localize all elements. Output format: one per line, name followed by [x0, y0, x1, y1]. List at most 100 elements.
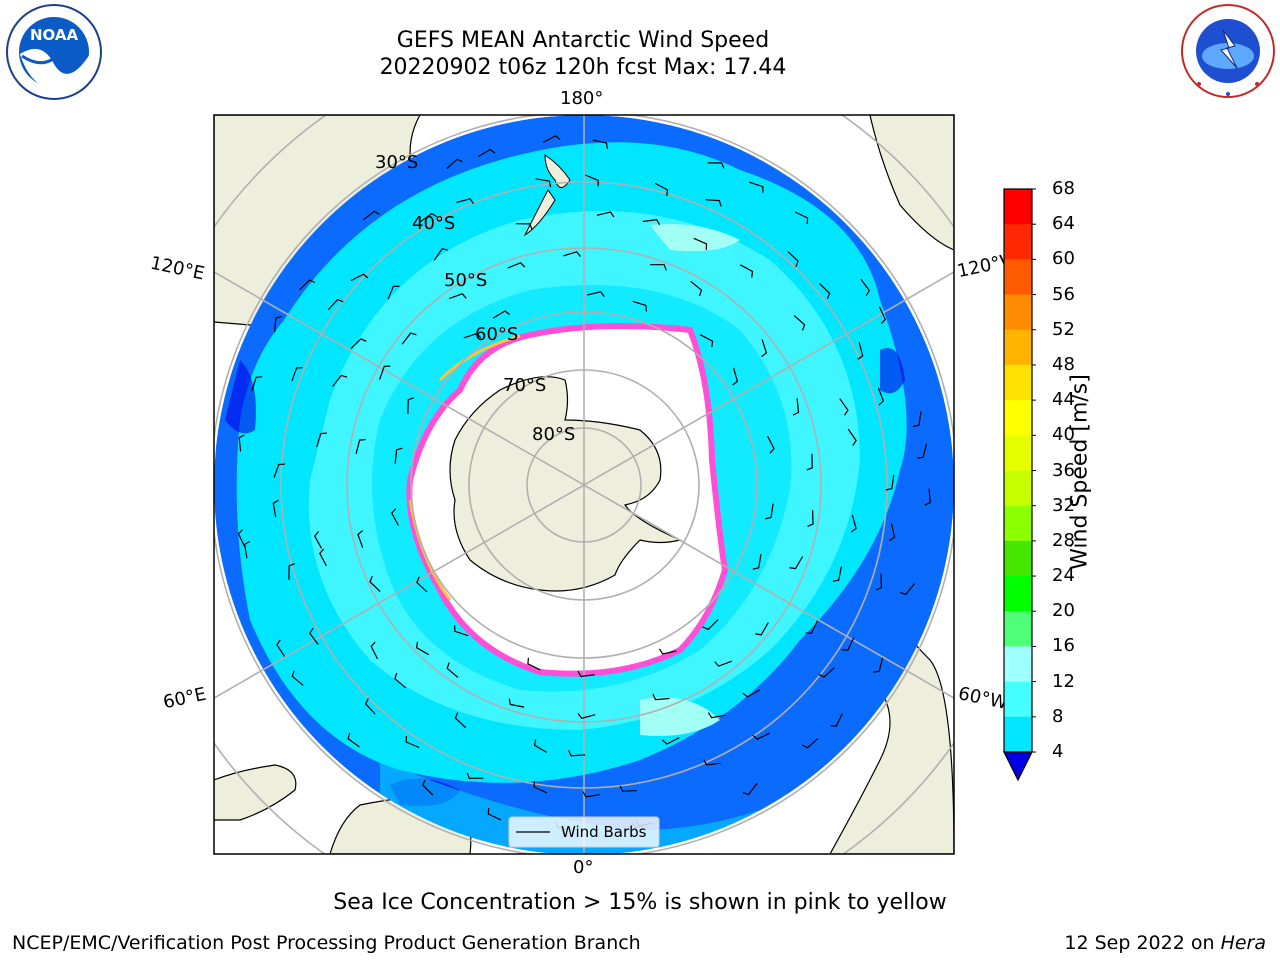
nws-logo: [1181, 4, 1275, 98]
footer-right: 12 Sep 2022 on Hera: [1064, 932, 1266, 954]
wind-barb: [533, 780, 548, 794]
lat-label-70s: 70°S: [503, 375, 547, 396]
lat-label-60s: 60°S: [475, 324, 519, 345]
wind-barb: [299, 279, 316, 291]
wind-barb: [387, 285, 400, 300]
lon-label-120e: 120°E: [148, 252, 207, 285]
colorbar-tick-label: 20: [1052, 600, 1075, 622]
chart-title: GEFS MEAN Antarctic Wind Speed: [396, 28, 770, 53]
wind-barb: [238, 434, 245, 452]
wind-barb: [662, 737, 680, 745]
wind-barb: [658, 648, 677, 655]
wind-barb: [857, 342, 864, 360]
wind-barb: [327, 298, 344, 311]
colorbar-tick-label: 12: [1052, 670, 1075, 692]
colorbar-band: [1004, 435, 1032, 471]
wind-barb: [839, 398, 849, 416]
wind-barb: [587, 291, 605, 298]
wind-barb: [515, 223, 533, 230]
wind-barb: [357, 530, 364, 548]
colorbar-band: [1004, 716, 1032, 753]
footer-machine: Hera: [1220, 932, 1266, 954]
lat-label-30s: 30°S: [375, 152, 419, 173]
wind-barb: [433, 248, 449, 261]
wind-barb: [875, 573, 883, 591]
wind-barb: [492, 310, 511, 319]
colorbar-band: [1004, 294, 1032, 331]
map-frame: [213, 114, 955, 855]
wind-barb: [739, 264, 754, 278]
wind-barb: [291, 670, 304, 686]
wind-barb: [446, 158, 463, 169]
graticule: [214, 115, 954, 854]
wind-barb: [391, 508, 399, 526]
wind-barb: [765, 503, 774, 520]
wind-barb: [705, 199, 722, 207]
wind-barb: [793, 315, 806, 331]
colorbar-tick-label: 48: [1052, 353, 1075, 375]
colorbar-tick-label: 68: [1052, 178, 1075, 199]
colorbar: [1003, 188, 1036, 782]
wind-barb: [873, 657, 884, 673]
wind-barb: [543, 135, 561, 143]
wind-barb: [789, 556, 804, 570]
colorbar-tick-label: 4: [1052, 741, 1064, 762]
wind-barb: [415, 641, 430, 656]
wind-barb: [448, 293, 467, 300]
footer-date: 12 Sep 2022 on: [1064, 932, 1221, 954]
wind-barb: [288, 563, 295, 580]
wind-barb: [535, 178, 552, 188]
colorbar-band: [1004, 646, 1032, 683]
wind-barb: [652, 693, 670, 701]
colorbar-tick-label: 8: [1052, 705, 1064, 727]
wind-barb: [487, 807, 502, 821]
wind-barb: [394, 672, 406, 689]
colorbar-tick-label: 40: [1052, 424, 1075, 446]
wind-barb: [742, 689, 760, 698]
wind-barb: [355, 438, 366, 454]
wind-barb: [596, 211, 615, 218]
colorbar-band: [1004, 189, 1032, 225]
wind-barb: [276, 639, 286, 657]
wind-barb: [830, 713, 843, 727]
wind-barb: [650, 264, 667, 271]
wind-barb: [291, 367, 303, 382]
wind-barb: [466, 772, 484, 780]
wind-barb: [832, 566, 842, 582]
lon-label-0: 0°: [573, 857, 594, 878]
colorbar-tick-label: 36: [1052, 459, 1075, 481]
wind-barb: [703, 759, 721, 766]
wind-barb: [350, 273, 369, 282]
colorbar-band: [1004, 611, 1032, 647]
colorbar-extend-triangle: [1003, 751, 1033, 782]
wind-barb: [563, 251, 581, 257]
colorbar-tick-label: 64: [1052, 213, 1075, 235]
wind-barb: [642, 218, 661, 226]
chart-subtitle: 20220902 t06z 120h fcst Max: 17.44: [379, 55, 787, 80]
wind-barb: [463, 332, 482, 339]
wind-barb: [577, 670, 595, 678]
wind-barb: [767, 435, 775, 454]
wind-barb: [860, 278, 871, 296]
wind-barb: [369, 575, 381, 592]
wind-barb: [702, 619, 719, 631]
noaa-logo: NOAA: [6, 4, 102, 100]
wind-barb: [690, 280, 703, 297]
wind-barb: [878, 306, 887, 325]
wind-barb: [332, 374, 348, 387]
wind-barb: [350, 338, 367, 350]
wind-barb: [850, 514, 857, 533]
wind-barb: [237, 529, 246, 547]
colorbar-tick-label: 24: [1052, 565, 1075, 587]
colorbar-label: Wind Speed [m/s]: [1067, 374, 1093, 570]
wind-barb: [732, 367, 739, 386]
sea-ice-note: Sea Ice Concentration > 15% is shown in …: [333, 890, 947, 915]
wind-barb: [752, 554, 762, 570]
wind-barb: [364, 698, 376, 715]
wind-barb: [362, 210, 380, 221]
colorbar-band: [1004, 259, 1032, 296]
wind-barb: [742, 783, 758, 796]
colorbar-band: [1004, 540, 1032, 577]
wind-barb: [347, 732, 360, 748]
wind-barb: [251, 376, 263, 391]
